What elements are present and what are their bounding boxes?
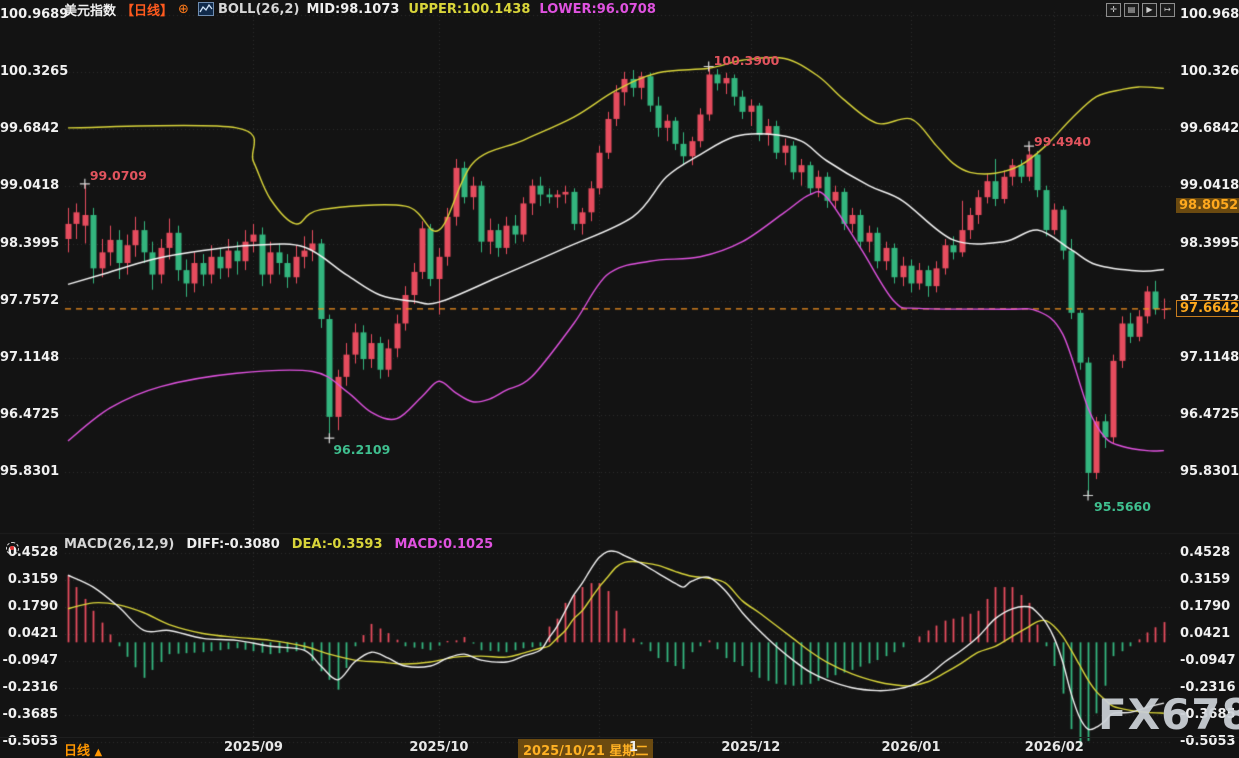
chart-header: 美元指数 【日线】 ⊕ BOLL(26,2) MID:98.1073 UPPER… <box>64 1 656 19</box>
boll-lower-value: LOWER:96.0708 <box>539 1 656 17</box>
price-axis-label-right: 99.0418 <box>1180 178 1239 194</box>
boll-label: BOLL(26,2) <box>217 1 300 17</box>
add-indicator-icon[interactable]: ⊕ <box>178 1 189 17</box>
macd-label: MACD(26,12,9) <box>64 537 175 552</box>
price-axis-label-left: 97.7572 <box>0 292 60 308</box>
period-selector[interactable]: 日线 ▲ <box>64 744 103 758</box>
month-label: 2026/02 <box>1024 740 1084 755</box>
month-label: 2026/01 <box>881 740 941 755</box>
boll-chart-icon[interactable] <box>197 2 214 16</box>
boll-upper-value: UPPER:100.1438 <box>408 1 531 17</box>
macd-macd-value: MACD:0.1025 <box>394 537 494 552</box>
chart-shift-right-icon[interactable]: ↦ <box>1160 3 1175 17</box>
price-axis-label-right: 96.4725 <box>1180 406 1239 422</box>
extreme-price-annotation: 99.0709 <box>89 167 147 183</box>
pan-move-icon[interactable]: ✛ <box>1106 3 1121 17</box>
price-axis-label-left: 96.4725 <box>0 406 60 422</box>
symbol-title: 美元指数 <box>64 3 117 19</box>
macd-axis-label-right: 0.1790 <box>1180 599 1231 614</box>
macd-axis-label-right: 0.0421 <box>1180 626 1231 642</box>
macd-axis-label-right: 0.3159 <box>1180 572 1231 587</box>
macd-axis-label-right: -0.0947 <box>1180 653 1236 668</box>
macd-axis-label-left: 0.3159 <box>7 572 58 587</box>
macd-axis-label-left: 0.4528 <box>7 545 58 560</box>
extreme-price-annotation: 95.5660 <box>1094 499 1151 515</box>
price-axis-label-left: 99.0418 <box>0 178 60 194</box>
partial-month-label: 1 <box>629 740 639 755</box>
macd-dea-value: DEA:-0.3593 <box>291 537 383 552</box>
last-price-badge: 97.6642 <box>1176 299 1239 317</box>
price-axis-label-right: 98.3995 <box>1180 235 1239 251</box>
chevron-up-icon: ▲ <box>94 747 103 758</box>
price-axis-label-left: 100.9689 <box>0 7 69 22</box>
price-axis-label-right: 100.3265 <box>1180 64 1239 80</box>
crosshair-date-badge: 2025/10/21 星期二 <box>518 739 654 758</box>
macd-header: MACD(26,12,9) DIFF:-0.3080 DEA:-0.3593 M… <box>64 537 493 552</box>
macd-axis-label-left: 0.1790 <box>7 599 58 614</box>
macd-axis-label-left: -0.0947 <box>2 653 58 668</box>
price-axis-label-right: 99.6842 <box>1180 121 1239 137</box>
macd-axis-label-left: -0.2316 <box>2 680 58 695</box>
price-axis-label-right: 100.9689 <box>1180 7 1239 22</box>
price-axis-label-left: 97.1148 <box>0 349 60 365</box>
macd-axis-label-right: -0.3685 <box>1180 707 1236 722</box>
month-label: 2025/12 <box>721 740 781 755</box>
macd-marker-icon <box>6 542 19 555</box>
chart-window-icon[interactable]: ▤ <box>1124 3 1139 17</box>
macd-diff-value: DIFF:-0.3080 <box>186 537 280 552</box>
boll-mid-value: MID:98.1073 <box>306 1 400 17</box>
macd-axis-label-left: -0.3685 <box>2 707 58 722</box>
price-axis-label-left: 95.8301 <box>0 464 60 479</box>
extreme-price-annotation: 96.2109 <box>333 442 391 458</box>
crosshair-price-badge: 98.8052 <box>1176 198 1239 214</box>
extreme-price-annotation: 100.3900 <box>713 53 780 69</box>
period-tag[interactable]: 【日线】 <box>121 3 174 19</box>
price-axis-label-right: 97.1148 <box>1180 349 1239 365</box>
price-axis-label-left: 99.6842 <box>0 121 60 137</box>
month-label: 2025/10 <box>409 740 469 755</box>
fx678-watermark: FX678 <box>1098 690 1239 739</box>
time-axis-bar: 日线 ▲ 2025/09 2025/10 2025/12 2026/01 2026/02… <box>0 737 1239 758</box>
chart-toolbar: ✛ ▤ ▶ ↦ <box>1106 3 1175 17</box>
chart-play-icon[interactable]: ▶ <box>1142 3 1157 17</box>
extreme-price-annotation: 99.4940 <box>1034 134 1091 150</box>
macd-axis-label-right: 0.4528 <box>1180 545 1231 560</box>
macd-axis-label-right: -0.2316 <box>1180 680 1236 695</box>
price-axis-label-right: 95.8301 <box>1180 464 1239 479</box>
price-axis-label-left: 98.3995 <box>0 235 60 251</box>
macd-axis-label-left: 0.0421 <box>7 626 58 642</box>
month-label: 2025/09 <box>223 740 283 755</box>
price-axis-label-left: 100.3265 <box>0 64 69 80</box>
